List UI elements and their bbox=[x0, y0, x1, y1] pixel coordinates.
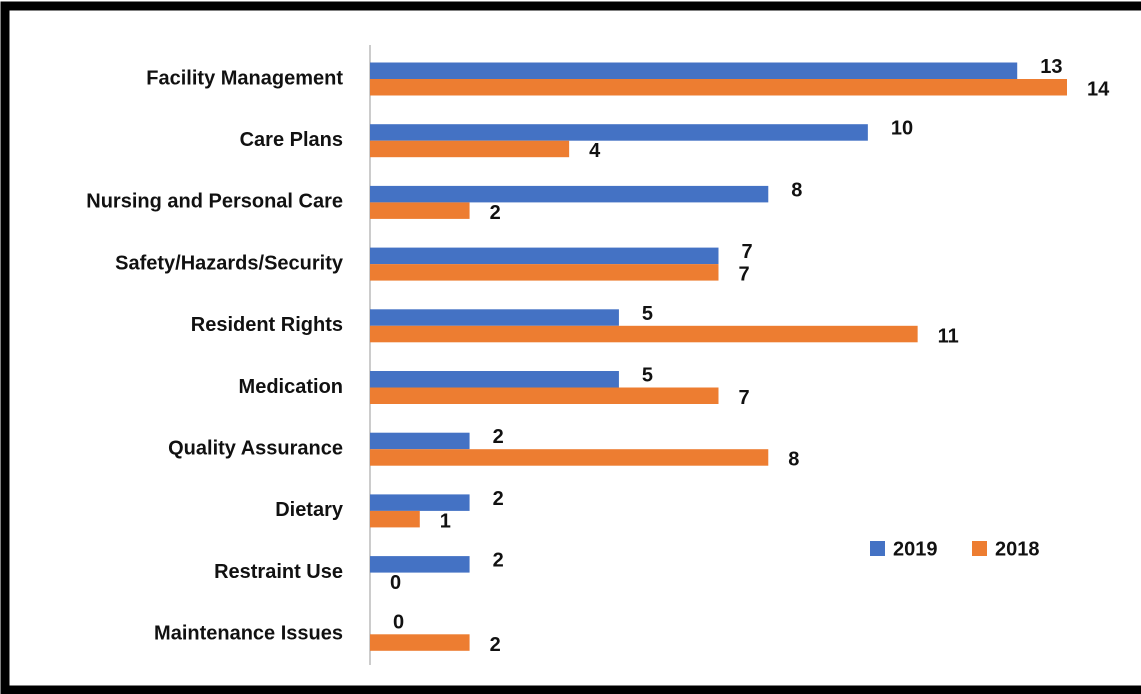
category-label: Facility Management bbox=[146, 67, 343, 89]
bar bbox=[370, 510, 420, 528]
bar bbox=[370, 247, 719, 265]
bar bbox=[370, 432, 470, 450]
legend-label: 2018 bbox=[995, 538, 1040, 560]
value-label: 7 bbox=[739, 387, 750, 409]
value-label: 7 bbox=[742, 241, 753, 263]
bar bbox=[370, 140, 570, 158]
legend-label: 2019 bbox=[893, 538, 938, 560]
category-label: Maintenance Issues bbox=[154, 623, 343, 645]
category-label: Medication bbox=[239, 376, 343, 398]
value-label: 1 bbox=[440, 510, 451, 532]
legend-swatch bbox=[972, 541, 987, 556]
value-label: 2 bbox=[493, 550, 504, 572]
value-label: 0 bbox=[393, 611, 404, 633]
bar bbox=[370, 634, 470, 651]
legend-swatch bbox=[870, 541, 885, 556]
category-label: Nursing and Personal Care bbox=[86, 191, 343, 213]
bar bbox=[370, 79, 1067, 96]
value-label: 4 bbox=[589, 140, 601, 162]
value-label: 13 bbox=[1040, 56, 1062, 78]
value-label: 8 bbox=[788, 449, 799, 471]
bar bbox=[370, 494, 470, 511]
value-label: 0 bbox=[390, 572, 401, 594]
category-label: Dietary bbox=[275, 499, 344, 521]
value-label: 2 bbox=[490, 202, 501, 224]
bar bbox=[370, 309, 619, 326]
bar bbox=[370, 556, 470, 573]
category-label: Resident Rights bbox=[191, 314, 343, 336]
bar bbox=[370, 387, 719, 404]
value-label: 2 bbox=[493, 488, 504, 510]
value-label: 10 bbox=[891, 118, 913, 140]
bar bbox=[370, 124, 868, 141]
category-label: Care Plans bbox=[240, 129, 343, 151]
category-label: Safety/Hazards/Security bbox=[115, 252, 344, 274]
bar bbox=[370, 264, 719, 281]
value-label: 7 bbox=[739, 264, 750, 286]
bar bbox=[370, 325, 918, 343]
value-label: 11 bbox=[938, 325, 959, 347]
value-label: 8 bbox=[791, 179, 802, 201]
value-label: 5 bbox=[642, 303, 653, 325]
bar bbox=[370, 202, 470, 219]
value-label: 14 bbox=[1087, 79, 1110, 101]
category-label: Restraint Use bbox=[214, 561, 343, 583]
value-label: 2 bbox=[493, 426, 504, 448]
value-label: 2 bbox=[490, 634, 501, 656]
bar bbox=[370, 62, 1018, 79]
bar bbox=[370, 449, 769, 466]
bar bbox=[370, 185, 769, 203]
bar bbox=[370, 371, 619, 388]
category-label: Quality Assurance bbox=[168, 437, 343, 459]
value-label: 5 bbox=[642, 365, 653, 387]
